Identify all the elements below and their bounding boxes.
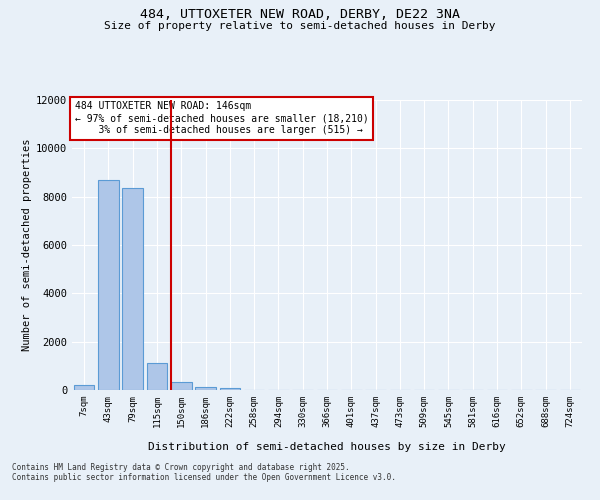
Text: Contains HM Land Registry data © Crown copyright and database right 2025.: Contains HM Land Registry data © Crown c… — [12, 464, 350, 472]
Bar — [146, 364, 167, 390]
Text: 484 UTTOXETER NEW ROAD: 146sqm
← 97% of semi-detached houses are smaller (18,210: 484 UTTOXETER NEW ROAD: 146sqm ← 97% of … — [74, 102, 368, 134]
Bar — [220, 388, 240, 390]
Text: 484, UTTOXETER NEW ROAD, DERBY, DE22 3NA: 484, UTTOXETER NEW ROAD, DERBY, DE22 3NA — [140, 8, 460, 20]
Bar — [98, 180, 119, 390]
Bar — [74, 385, 94, 390]
Bar — [171, 382, 191, 390]
Bar — [195, 387, 216, 390]
Text: Distribution of semi-detached houses by size in Derby: Distribution of semi-detached houses by … — [148, 442, 506, 452]
Text: Contains public sector information licensed under the Open Government Licence v3: Contains public sector information licen… — [12, 474, 396, 482]
Y-axis label: Number of semi-detached properties: Number of semi-detached properties — [22, 138, 32, 352]
Bar — [122, 188, 143, 390]
Text: Size of property relative to semi-detached houses in Derby: Size of property relative to semi-detach… — [104, 21, 496, 31]
